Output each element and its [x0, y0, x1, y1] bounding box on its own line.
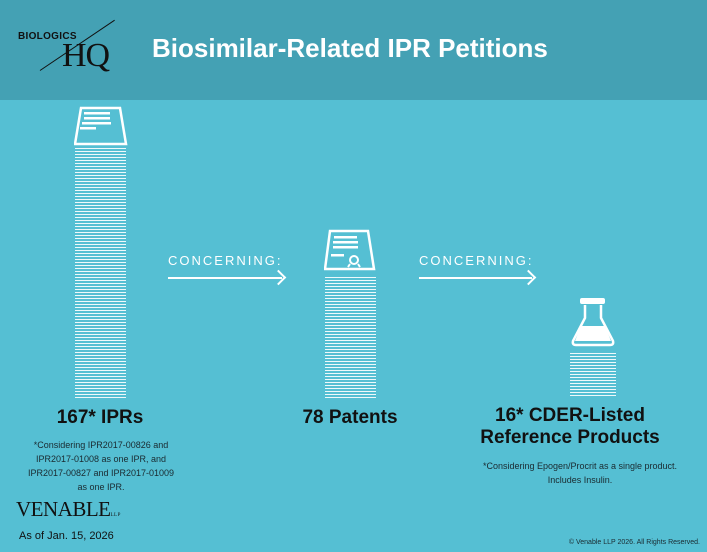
products-headline-line1: 16* CDER-Listed [495, 405, 645, 426]
patent-count-headline: 78 Patents [302, 407, 398, 428]
ipr-count-headline: 167* IPRs [56, 407, 144, 428]
products-count-headline: 16* CDER-Listed Reference Products [470, 405, 670, 449]
biologics-hq-logo: BIOLOGICS HQ [18, 19, 128, 78]
header-banner: BIOLOGICS HQ Biosimilar-Related IPR Peti… [0, 0, 707, 100]
patent-certificate-icon [324, 229, 376, 271]
ipr-stack-bars [75, 148, 126, 398]
ipr-footnote: *Considering IPR2017-00826 and IPR2017-0… [27, 440, 175, 492]
concerning-label-2: CONCERNING: [419, 253, 534, 268]
venable-logo-suffix: LLP [110, 513, 121, 518]
logo-small-text: BIOLOGICS [18, 31, 77, 42]
as-of-date: As of Jan. 15, 2026 [19, 530, 114, 542]
products-stack-bars [570, 353, 616, 398]
arrow-right-icon [419, 277, 532, 279]
venable-logo: VENABLELLP [16, 497, 121, 522]
patent-stack-bars [325, 277, 376, 398]
venable-logo-text: VENABLE [16, 497, 111, 521]
arrow-right-icon [168, 277, 282, 279]
page-title: Biosimilar-Related IPR Petitions [152, 33, 548, 63]
flask-icon [571, 298, 615, 347]
document-stack-icon [74, 106, 128, 146]
products-headline-line2: Reference Products [480, 427, 660, 448]
copyright: © Venable LLP 2026. All Rights Reserved. [568, 539, 700, 546]
logo-large-text: HQ [62, 37, 110, 74]
products-footnote: *Considering Epogen/Procrit as a single … [482, 461, 678, 485]
concerning-label-1: CONCERNING: [168, 253, 283, 268]
